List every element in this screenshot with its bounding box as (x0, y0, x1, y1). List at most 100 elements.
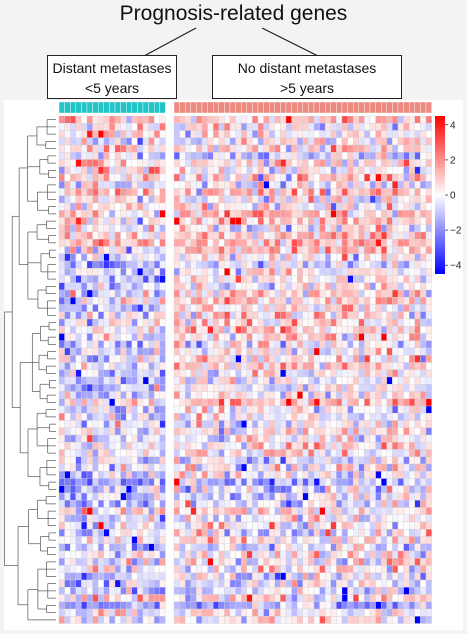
heatmap-cell (425, 304, 432, 312)
heatmap-cell (313, 550, 320, 559)
heatmap-cell (330, 427, 337, 436)
heatmap-cell (319, 369, 326, 378)
heatmap-cell (325, 405, 331, 414)
heatmap-cell (126, 181, 132, 189)
heatmap-cell (291, 188, 298, 196)
heatmap-cell (103, 550, 110, 559)
heatmap-cell (403, 246, 410, 254)
heatmap-cell (246, 304, 253, 312)
heatmap-cell (246, 297, 253, 305)
heatmap-cell (103, 355, 110, 363)
heatmap-cell (336, 587, 343, 595)
heatmap-cell (375, 601, 382, 610)
heatmap-cell (347, 239, 354, 247)
heatmap-cell (241, 579, 247, 588)
heatmap-cell (224, 536, 231, 544)
heatmap-cell (142, 260, 149, 269)
heatmap-cell (291, 391, 298, 399)
heatmap-cell (92, 152, 99, 160)
heatmap-cell (414, 202, 421, 211)
heatmap-cell (386, 195, 393, 204)
heatmap-cell (190, 384, 197, 392)
heatmap-cell (213, 297, 219, 305)
annotation-cell (246, 101, 253, 114)
heatmap-cell (246, 572, 253, 581)
heatmap-cell (148, 485, 155, 494)
heatmap-cell (414, 289, 421, 298)
heatmap-cell (353, 471, 359, 479)
heatmap-cell (336, 355, 343, 363)
heatmap-cell (103, 130, 110, 138)
heatmap-cell (64, 333, 71, 341)
heatmap-cell (159, 188, 166, 196)
heatmap-cell (98, 253, 104, 262)
heatmap-cell (114, 130, 121, 138)
heatmap-cell (103, 398, 110, 407)
heatmap-cell (392, 413, 399, 421)
heatmap-cell (241, 326, 247, 334)
heatmap-cell (218, 130, 225, 138)
heatmap-cell (403, 217, 410, 225)
heatmap-cell (224, 384, 231, 392)
heatmap-cell (98, 420, 104, 428)
heatmap-cell (224, 224, 231, 233)
heatmap-cell (347, 558, 354, 566)
heatmap-cell (218, 123, 225, 131)
annotation-cell (291, 101, 298, 114)
heatmap-cell (336, 543, 343, 552)
heatmap-cell (414, 246, 421, 254)
heatmap-cell (336, 492, 343, 501)
heatmap-cell (103, 253, 110, 262)
heatmap-cell (218, 514, 225, 523)
heatmap-cell (235, 311, 242, 320)
annotation-cell (207, 101, 214, 114)
heatmap-cell (325, 587, 331, 595)
heatmap-cell (381, 572, 387, 581)
heatmap-cell (179, 195, 186, 204)
heatmap-cell (142, 173, 149, 182)
heatmap-cell (224, 188, 231, 196)
heatmap-cell (269, 398, 275, 407)
heatmap-cell (218, 384, 225, 392)
heatmap-cell (302, 478, 309, 486)
heatmap-cell (137, 289, 144, 298)
heatmap-cell (241, 608, 247, 617)
heatmap-cell (190, 579, 197, 588)
heatmap-cell (159, 521, 166, 530)
heatmap-cell (375, 492, 382, 501)
heatmap-cell (92, 427, 99, 436)
heatmap-cell (190, 123, 197, 131)
heatmap-cell (313, 601, 320, 610)
heatmap-cell (325, 130, 331, 138)
heatmap-cell (353, 159, 359, 167)
heatmap-cell (109, 304, 116, 312)
heatmap-cell (137, 239, 144, 247)
heatmap-cell (81, 413, 88, 421)
heatmap-cell (308, 543, 315, 552)
heatmap-cell (392, 558, 399, 566)
heatmap-cell (369, 572, 376, 581)
heatmap-cell (252, 260, 259, 269)
heatmap-cell (386, 558, 393, 566)
heatmap-cell (246, 405, 253, 414)
heatmap-cell (414, 347, 421, 356)
heatmap-cell (64, 608, 71, 617)
heatmap-cell (302, 289, 309, 298)
heatmap-cell (246, 413, 253, 421)
heatmap-cell (308, 427, 315, 436)
heatmap-cell (114, 565, 121, 573)
heatmap-cell (369, 268, 376, 276)
heatmap-cell (235, 318, 242, 327)
heatmap-cell (392, 195, 399, 204)
annotation-cell (196, 101, 203, 114)
heatmap-cell (201, 601, 208, 610)
heatmap-cell (207, 362, 214, 370)
heatmap-cell (403, 195, 410, 204)
heatmap-cell (353, 340, 359, 349)
heatmap-cell (257, 340, 264, 349)
heatmap-cell (257, 202, 264, 211)
heatmap-cell (257, 579, 264, 588)
heatmap-cell (58, 601, 65, 610)
heatmap-cell (257, 253, 264, 262)
